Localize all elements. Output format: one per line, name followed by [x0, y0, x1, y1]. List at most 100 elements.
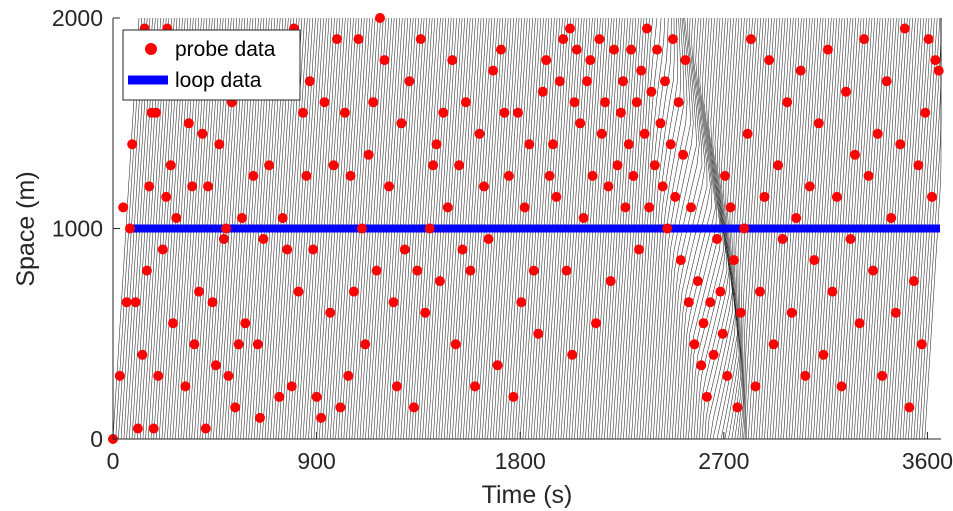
probe-point — [533, 328, 544, 339]
probe-point — [218, 234, 229, 244]
probe-point — [141, 265, 152, 276]
probe-point — [379, 55, 390, 66]
probe-point — [479, 181, 489, 192]
probe-point — [399, 244, 410, 255]
y-tick-label: 2000 — [52, 5, 103, 31]
probe-point — [516, 297, 527, 308]
probe-point — [739, 223, 750, 234]
probe-point — [660, 76, 670, 87]
probe-point — [665, 139, 676, 150]
probe-point — [457, 244, 468, 255]
probe-point — [872, 128, 883, 139]
probe-point — [304, 76, 315, 87]
probe-point — [618, 76, 629, 87]
probe-point — [850, 149, 860, 160]
probe-point — [311, 391, 322, 402]
probe-point — [908, 276, 919, 287]
probe-point — [708, 349, 719, 360]
x-ticks: 0 900 1800 2700 3600 — [107, 432, 953, 474]
probe-point — [153, 370, 164, 381]
probe-point — [717, 328, 728, 339]
probe-point — [587, 170, 598, 181]
probe-point — [277, 213, 288, 223]
probe-point — [933, 65, 944, 76]
probe-point — [831, 191, 842, 202]
probe-point — [859, 34, 870, 45]
probe-point — [673, 97, 684, 108]
probe-point — [678, 149, 689, 160]
probe-point — [636, 65, 647, 76]
probe-point — [813, 118, 824, 129]
probe-point — [503, 170, 514, 181]
probe-point — [420, 307, 431, 318]
probe-point — [438, 107, 449, 118]
probe-point — [118, 202, 129, 213]
probe-point — [282, 244, 293, 255]
y-tick-label: 0 — [90, 426, 103, 452]
probe-point — [759, 191, 770, 202]
probe-point — [168, 318, 178, 329]
probe-point — [187, 181, 198, 192]
probe-point — [746, 34, 756, 45]
probe-point — [544, 170, 555, 181]
probe-point — [845, 234, 856, 244]
probe-point — [777, 234, 788, 244]
probe-point — [804, 181, 815, 192]
probe-point — [255, 412, 265, 423]
y-ticks: 0 1000 2000 — [52, 5, 120, 452]
probe-point — [639, 128, 650, 139]
probe-point — [388, 297, 399, 308]
probe-point — [207, 297, 218, 308]
x-tick-label: 1800 — [495, 448, 546, 474]
legend-box — [122, 29, 301, 101]
probe-point — [221, 223, 232, 234]
probe-point — [670, 191, 681, 202]
probe-point — [132, 423, 143, 434]
probe-point — [424, 223, 435, 234]
probe-point — [782, 97, 793, 108]
x-axis-title: Time (s) — [482, 481, 573, 509]
probe-point — [396, 118, 407, 129]
x-tick-label: 0 — [107, 448, 120, 474]
probe-point — [233, 339, 244, 350]
probe-point — [541, 55, 552, 66]
probe-point — [404, 76, 415, 87]
probe-point — [194, 286, 204, 297]
probe-point — [899, 23, 910, 34]
probe-point — [434, 276, 445, 287]
probe-point — [696, 360, 707, 371]
probe-point — [114, 370, 125, 381]
probe-point — [148, 423, 159, 434]
probe-point — [569, 97, 580, 108]
probe-point — [927, 191, 937, 202]
probe-point — [343, 370, 354, 381]
probe-point — [161, 191, 172, 202]
probe-point — [454, 160, 465, 171]
probe-point — [692, 276, 703, 287]
x-tick-label: 900 — [297, 448, 335, 474]
probe-point — [603, 181, 614, 192]
probe-point — [513, 107, 523, 118]
probe-point — [151, 107, 161, 118]
probe-point — [450, 339, 461, 350]
probe-point — [886, 213, 897, 223]
probe-point — [773, 160, 784, 171]
probe-point — [582, 76, 592, 87]
probe-point — [649, 160, 660, 171]
probe-point — [316, 412, 327, 423]
probe-point — [701, 391, 712, 402]
probe-point — [308, 244, 319, 255]
probe-point — [447, 55, 458, 66]
probe-point — [348, 286, 359, 297]
probe-point — [818, 349, 829, 360]
probe-point — [609, 44, 620, 55]
probe-point — [729, 255, 739, 266]
probe-point — [683, 297, 694, 308]
probe-point — [725, 202, 736, 213]
probe-point — [214, 139, 225, 150]
probe-point — [554, 76, 565, 87]
probe-point — [189, 339, 200, 350]
probe-point — [252, 339, 263, 350]
probe-point — [652, 44, 663, 55]
